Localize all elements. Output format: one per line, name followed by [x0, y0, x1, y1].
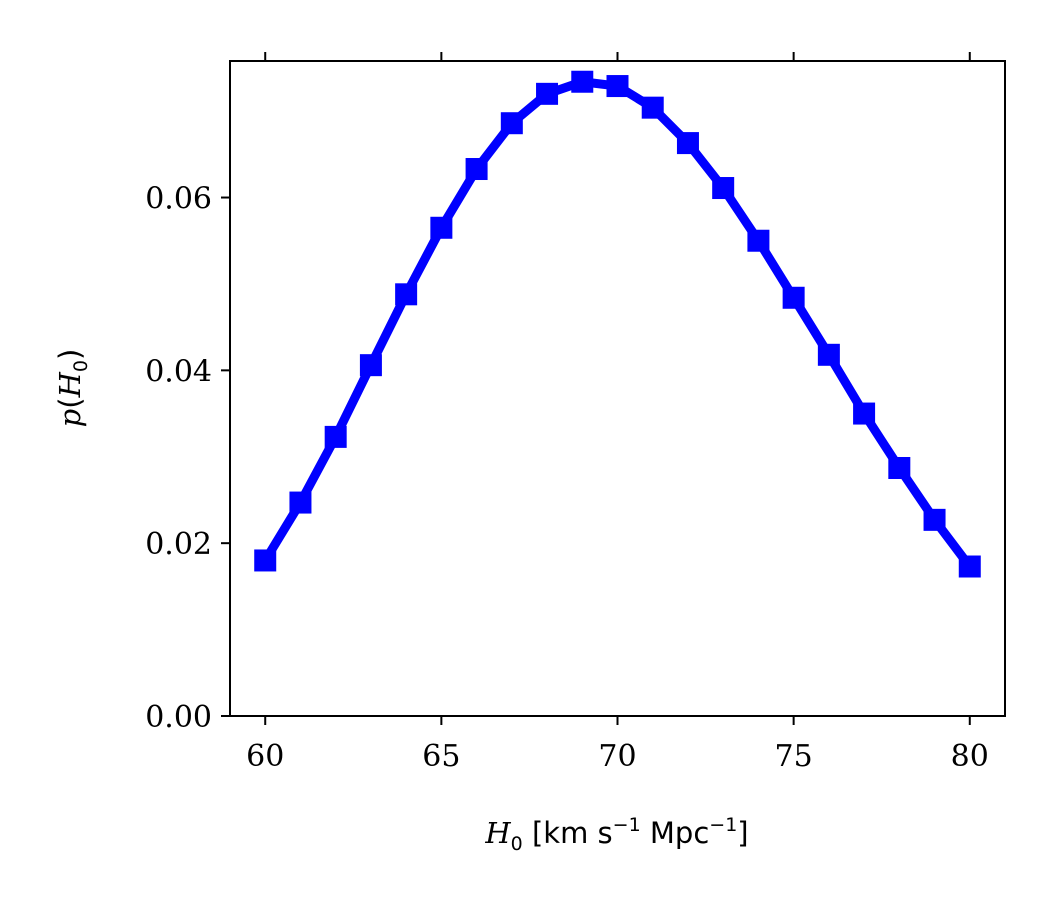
data-point-0: [254, 549, 277, 572]
data-point-12: [676, 132, 699, 155]
y-tick-label-3: 0.06: [145, 182, 212, 217]
plot-frame: [229, 60, 1006, 717]
data-point-10: [606, 75, 629, 98]
y-tick-label-1: 0.02: [145, 527, 212, 562]
data-point-5: [430, 216, 453, 239]
data-point-6: [465, 158, 488, 181]
y-tick-label-2: 0.04: [145, 354, 212, 389]
data-point-20: [958, 555, 981, 578]
series-line-0: [260, 77, 975, 572]
data-point-15: [782, 286, 805, 309]
x-tick-label-0: 60: [246, 739, 284, 774]
data-point-1: [289, 491, 312, 514]
series-layer: [260, 77, 975, 572]
data-point-16: [817, 343, 840, 366]
marker-layer: [254, 70, 981, 578]
data-point-13: [712, 177, 735, 200]
ticks-layer: 60 65 70 75 80 0.00 0.02 0.04 0.06: [145, 52, 989, 774]
x-tick-label-4: 80: [951, 739, 989, 774]
x-tick-label-2: 70: [598, 739, 636, 774]
data-point-2: [324, 425, 347, 448]
data-point-3: [359, 354, 382, 377]
data-point-11: [641, 96, 664, 119]
data-point-9: [571, 70, 594, 93]
data-point-8: [536, 82, 559, 105]
data-point-7: [500, 112, 523, 135]
data-point-18: [888, 456, 911, 479]
data-point-4: [395, 283, 418, 306]
x-tick-label-3: 75: [775, 739, 813, 774]
y-axis-label: p(H0): [53, 349, 92, 428]
x-axis-label: H0 [km s−1 Mpc−1]: [484, 814, 748, 855]
data-point-14: [747, 229, 770, 252]
y-tick-label-0: 0.00: [145, 700, 212, 735]
data-point-19: [923, 508, 946, 531]
data-point-17: [853, 402, 876, 425]
x-tick-label-1: 65: [422, 739, 460, 774]
